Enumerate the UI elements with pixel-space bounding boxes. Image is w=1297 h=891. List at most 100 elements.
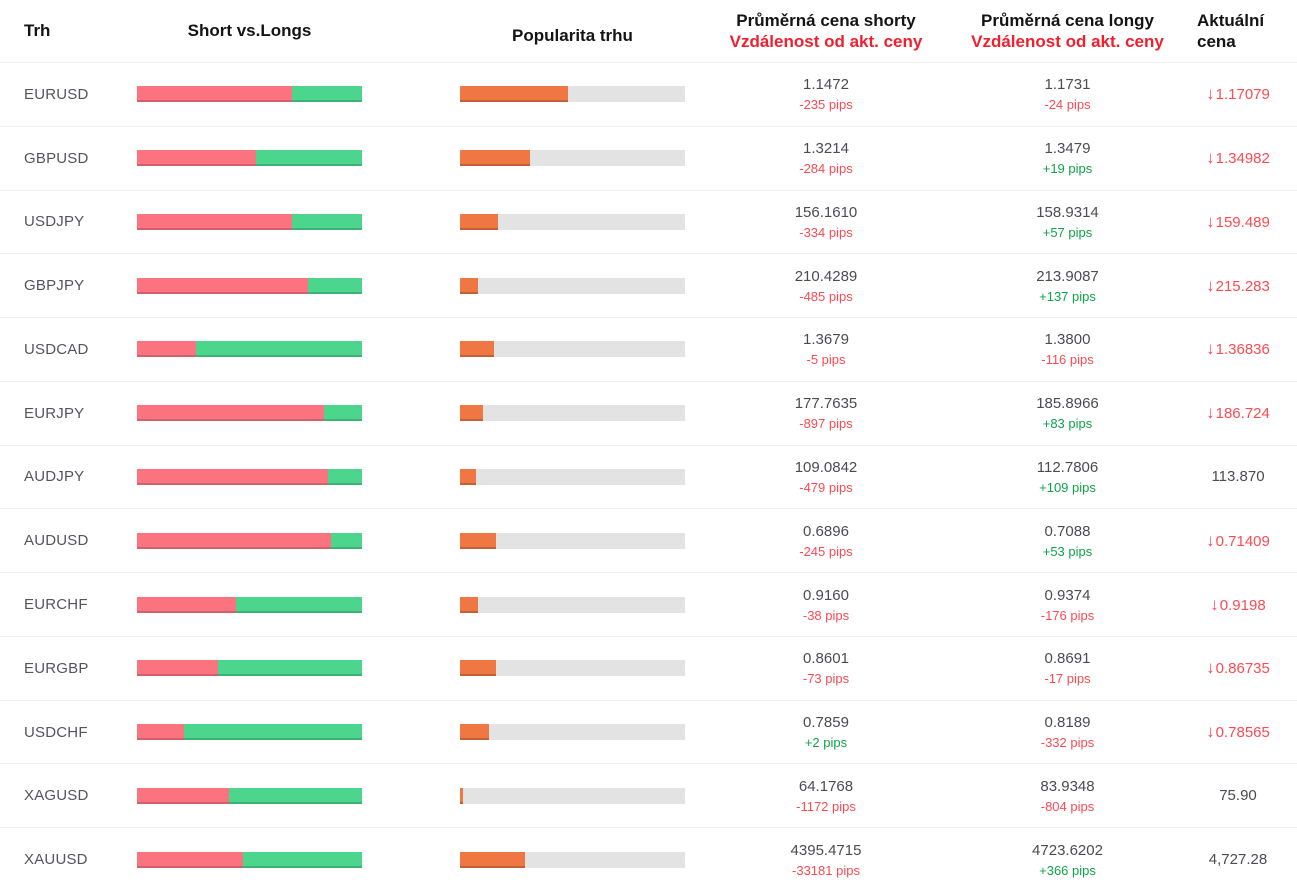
table-row[interactable]: USDCAD 1.3679 -5 pips 1.3800 -116 pips ↓… (0, 317, 1297, 381)
long-price-cell: 1.3479 +19 pips (955, 140, 1180, 176)
down-arrow-icon: ↓ (1206, 211, 1215, 231)
short-vs-longs-cell (137, 532, 362, 549)
current-price-value: 0.71409 (1215, 532, 1270, 550)
short-vs-longs-bar (137, 851, 362, 868)
long-price-cell: 112.7806 +109 pips (955, 459, 1180, 495)
short-vs-longs-cell (137, 724, 362, 741)
short-vs-longs-bar (137, 86, 362, 103)
table-row[interactable]: USDJPY 156.1610 -334 pips 158.9314 +57 p… (0, 189, 1297, 254)
down-arrow-icon: ↓ (1206, 148, 1215, 168)
popularity-track (460, 596, 685, 613)
shorts-bar-segment (137, 787, 230, 804)
table-row[interactable]: AUDUSD 0.6896 -245 pips 0.7088 +53 pips … (0, 508, 1297, 572)
popularity-fill (460, 86, 568, 103)
table-row[interactable]: EURGBP 0.8601 -73 pips 0.8691 -17 pips ↓… (0, 635, 1297, 700)
long-distance-pips: +137 pips (1039, 288, 1096, 304)
long-distance-pips: +83 pips (1042, 416, 1093, 432)
current-price-cell: ↓0.71409 (1197, 531, 1297, 551)
table-row[interactable]: EURCHF 0.9160 -38 pips 0.9374 -176 pips … (0, 572, 1297, 636)
long-avg-price: 4723.6202 (1032, 841, 1103, 859)
short-vs-longs-bar (137, 787, 362, 804)
popularity-cell (460, 277, 685, 294)
short-avg-price: 1.3679 (803, 331, 849, 349)
current-price-value: 186.724 (1215, 405, 1270, 423)
current-price-value: 75.90 (1219, 787, 1257, 805)
popularity-cell (460, 341, 685, 358)
market-label: XAGUSD (24, 787, 89, 805)
popularity-fill (460, 150, 530, 167)
long-avg-price: 0.8189 (1044, 714, 1091, 732)
short-avg-price: 0.9160 (803, 586, 849, 604)
current-price-cell: ↓1.36836 (1197, 339, 1297, 359)
short-vs-longs-cell (137, 851, 362, 868)
short-vs-longs-bar (137, 468, 362, 485)
short-vs-longs-cell (137, 213, 362, 230)
short-vs-longs-bar (137, 213, 362, 230)
current-price-cell: ↓159.489 (1197, 212, 1297, 232)
current-price-cell: 75.90 (1197, 787, 1297, 804)
popularity-cell (460, 851, 685, 868)
long-avg-price: 0.8691 (1044, 650, 1091, 668)
market-label: EURJPY (24, 404, 85, 422)
table-row[interactable]: AUDJPY 109.0842 -479 pips 112.7806 +109 … (0, 444, 1297, 509)
popularity-track (460, 660, 685, 677)
long-distance-pips: +366 pips (1039, 862, 1096, 878)
short-vs-longs-cell (137, 405, 362, 422)
table-row[interactable]: XAUUSD 4395.4715 -33181 pips 4723.6202 +… (0, 827, 1297, 891)
popularity-fill (460, 277, 478, 294)
short-avg-price: 210.4289 (794, 267, 858, 285)
short-price-cell: 0.8601 -73 pips (712, 650, 940, 686)
long-avg-price: 1.3800 (1044, 331, 1091, 349)
short-price-cell: 210.4289 -485 pips (712, 268, 940, 304)
popularity-fill (460, 724, 490, 741)
short-avg-price: 0.7859 (803, 714, 849, 732)
table-row[interactable]: USDCHF 0.7859 +2 pips 0.8189 -332 pips ↓… (0, 699, 1297, 764)
popularity-fill (460, 468, 476, 485)
popularity-cell (460, 405, 685, 422)
short-vs-longs-bar (137, 724, 362, 741)
current-price: ↓1.17079 (1197, 84, 1279, 104)
short-vs-longs-bar (137, 405, 362, 422)
table-row[interactable]: GBPUSD 1.3214 -284 pips 1.3479 +19 pips … (0, 125, 1297, 190)
market-label: GBPUSD (24, 149, 89, 167)
table-row[interactable]: GBPJPY 210.4289 -485 pips 213.9087 +137 … (0, 253, 1297, 317)
popularity-cell (460, 532, 685, 549)
short-distance-pips: -38 pips (802, 607, 850, 623)
longs-bar-segment (184, 724, 362, 741)
current-price: ↓186.724 (1197, 403, 1279, 423)
down-arrow-icon: ↓ (1206, 339, 1215, 359)
popularity-fill (460, 596, 478, 613)
long-distance-pips: -176 pips (1040, 607, 1095, 623)
short-price-cell: 0.6896 -245 pips (712, 523, 940, 559)
short-avg-price: 1.1472 (803, 76, 849, 94)
current-price: ↓0.71409 (1197, 531, 1279, 551)
table-row[interactable]: EURJPY 177.7635 -897 pips 185.8966 +83 p… (0, 380, 1297, 445)
long-avg-price: 0.9374 (1044, 586, 1091, 604)
long-price-cell: 1.1731 -24 pips (955, 76, 1180, 112)
short-vs-longs-cell (137, 787, 362, 804)
table-row[interactable]: EURUSD 1.1472 -235 pips 1.1731 -24 pips … (0, 62, 1297, 126)
popularity-fill (460, 213, 499, 230)
market-label: AUDJPY (24, 468, 85, 486)
shorts-bar-segment (137, 596, 236, 613)
long-distance-label: Vzdálenost od akt. ceny (971, 32, 1164, 51)
long-price-cell: 213.9087 +137 pips (955, 268, 1180, 304)
current-price-value: 159.489 (1215, 213, 1270, 231)
short-avg-price: 0.6896 (803, 522, 849, 540)
short-vs-longs-bar (137, 341, 362, 358)
market-label: GBPJPY (24, 277, 85, 295)
short-vs-longs-bar (137, 277, 362, 294)
long-distance-pips: +109 pips (1039, 479, 1096, 495)
longs-bar-segment (229, 787, 362, 804)
short-avg-price: 156.1610 (794, 203, 858, 221)
short-price-cell: 0.9160 -38 pips (712, 587, 940, 623)
down-arrow-icon: ↓ (1206, 530, 1215, 550)
short-distance-pips: -479 pips (799, 479, 853, 495)
shorts-bar-segment (137, 405, 324, 422)
short-avg-price: 177.7635 (794, 395, 858, 413)
popularity-cell (460, 86, 685, 103)
popularity-cell (460, 468, 685, 485)
long-price-cell: 83.9348 -804 pips (955, 778, 1180, 814)
table-row[interactable]: XAGUSD 64.1768 -1172 pips 83.9348 -804 p… (0, 763, 1297, 827)
